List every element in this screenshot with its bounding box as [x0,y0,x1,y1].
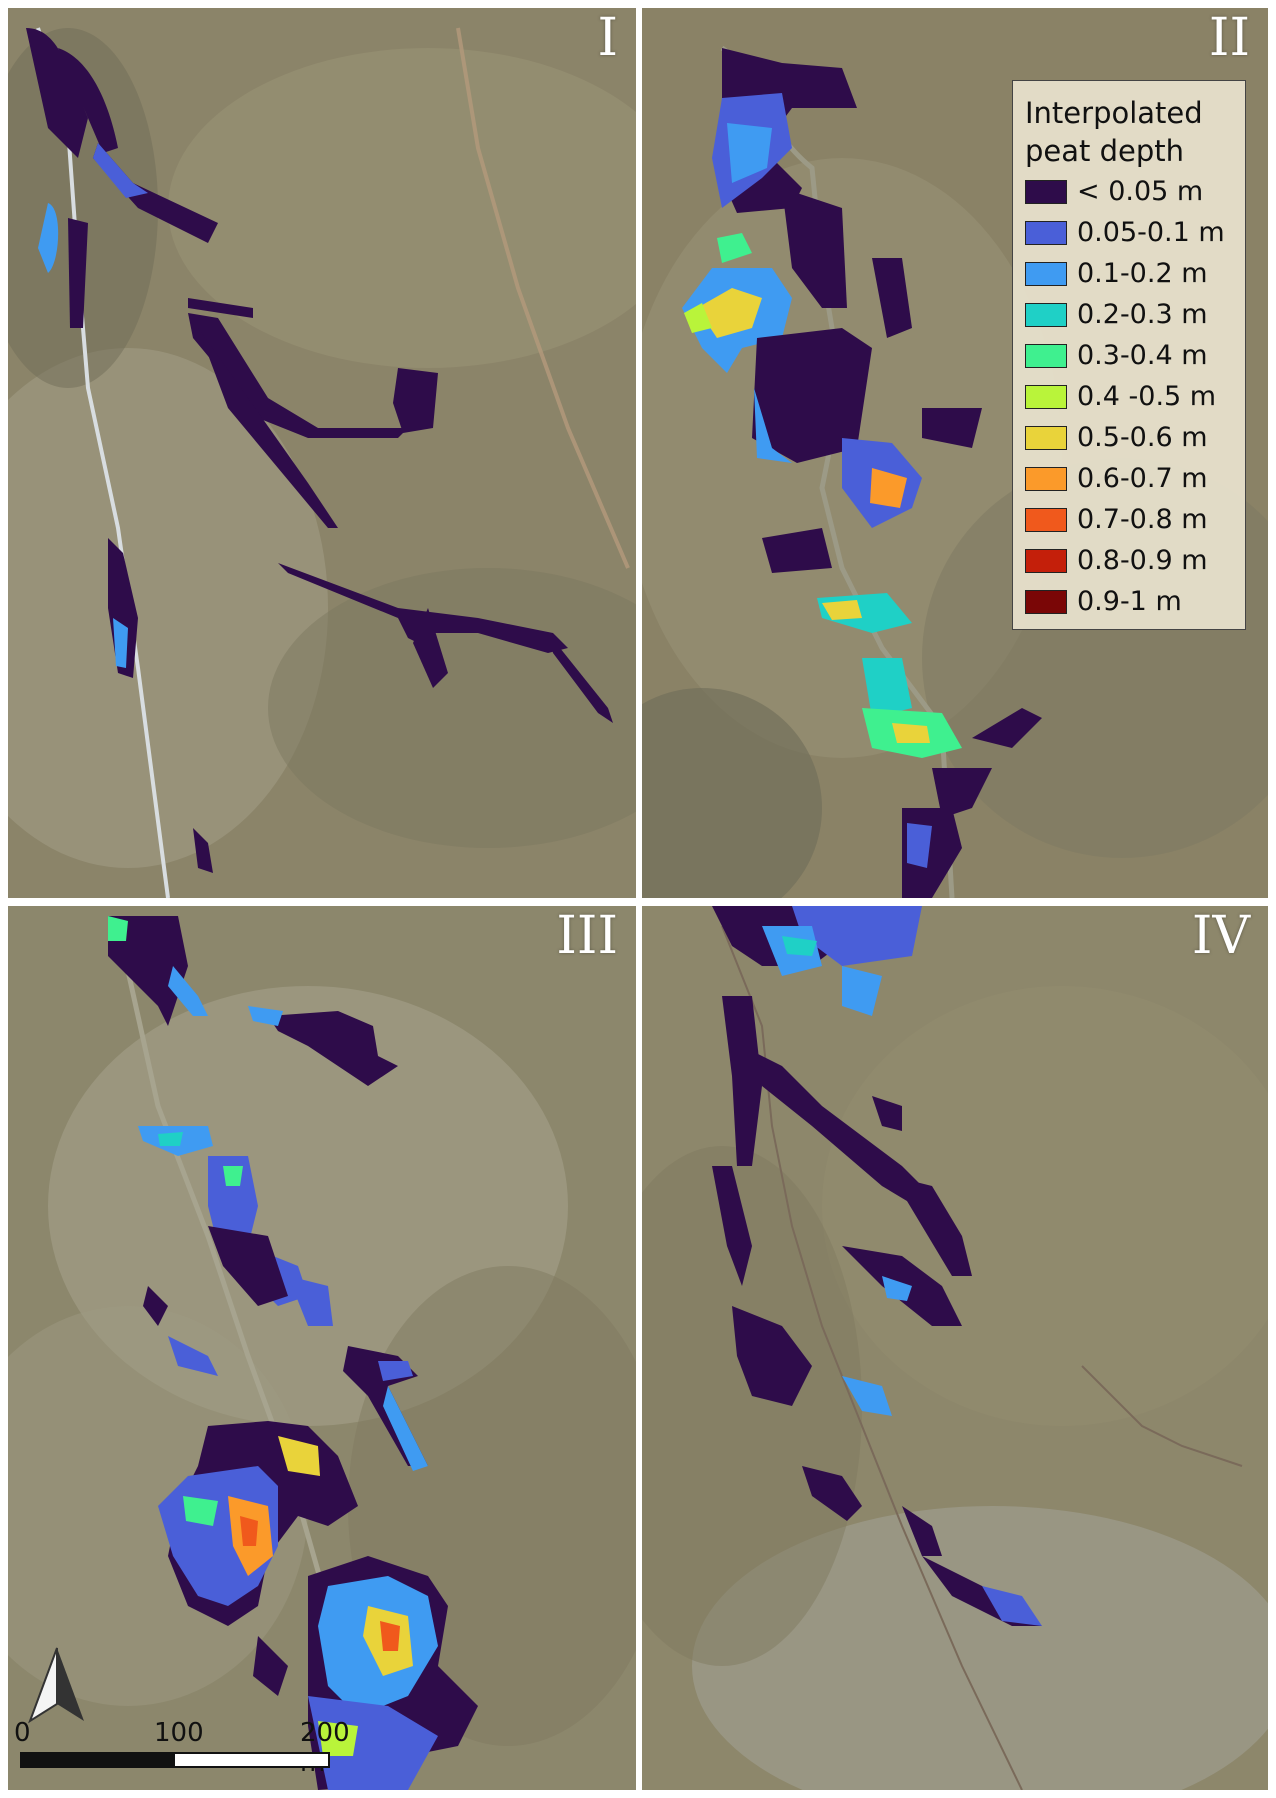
legend-swatch [1025,302,1067,327]
legend-item: 0.9-1 m [1025,581,1233,622]
scale-bar-black-segment [22,1754,175,1766]
panel-II-graphics [642,8,1268,898]
legend-swatch [1025,261,1067,286]
legend-label: 0.8-0.9 m [1077,545,1208,576]
legend-title-line2: peat depth [1025,134,1185,168]
legend-swatch [1025,220,1067,245]
legend-swatch [1025,548,1067,573]
legend-label: < 0.05 m [1077,176,1204,207]
legend-label: 0.2-0.3 m [1077,299,1208,330]
panel-label-IV: IV [1191,906,1250,966]
panel-label-III: III [556,906,618,966]
legend-swatch [1025,343,1067,368]
scale-bar [20,1752,330,1768]
legend-item: 0.6-0.7 m [1025,458,1233,499]
legend-swatch [1025,507,1067,532]
panel-I-graphics [8,8,636,898]
panel-III-graphics [8,906,636,1790]
map-panel-II: II Interpolated peat depth < 0.05 m 0.05-… [642,8,1268,898]
panel-label-I: I [597,8,618,68]
legend-item: 0.2-0.3 m [1025,294,1233,335]
panel-IV-graphics [642,906,1268,1790]
legend-label: 0.5-0.6 m [1077,422,1208,453]
scale-tick-0: 0 [14,1718,31,1748]
legend-label: 0.7-0.8 m [1077,504,1208,535]
legend-item: 0.3-0.4 m [1025,335,1233,376]
legend-item: 0.1-0.2 m [1025,253,1233,294]
legend-item: 0.7-0.8 m [1025,499,1233,540]
scale-tick-200: 200 m [300,1718,350,1778]
legend-swatch [1025,384,1067,409]
legend-rows: < 0.05 m 0.05-0.1 m 0.1-0.2 m 0.2-0.3 m 0.3-… [1025,171,1233,622]
legend-label: 0.3-0.4 m [1077,340,1208,371]
legend-label: 0.9-1 m [1077,586,1182,617]
legend-swatch [1025,179,1067,204]
map-panel-I: I [8,8,636,898]
map-panel-III: III 0 100 200 m [8,906,636,1790]
legend-swatch [1025,466,1067,491]
scale-bar-labels: 0 100 200 m [8,1718,368,1778]
legend-item: 0.8-0.9 m [1025,540,1233,581]
legend-item: 0.05-0.1 m [1025,212,1233,253]
legend-label: 0.4 -0.5 m [1077,381,1217,412]
panel-label-II: II [1208,8,1250,68]
legend-item: 0.4 -0.5 m [1025,376,1233,417]
legend-swatch [1025,589,1067,614]
scale-tick-100: 100 [154,1718,204,1748]
legend-item: 0.5-0.6 m [1025,417,1233,458]
north-arrow-icon [28,1647,84,1724]
legend-item: < 0.05 m [1025,171,1233,212]
legend: Interpolated peat depth < 0.05 m 0.05-0.1… [1012,80,1246,630]
map-panel-IV: IV [642,906,1268,1790]
legend-label: 0.05-0.1 m [1077,217,1225,248]
legend-label: 0.6-0.7 m [1077,463,1208,494]
legend-label: 0.1-0.2 m [1077,258,1208,289]
legend-swatch [1025,425,1067,450]
legend-title-line1: Interpolated [1025,96,1203,130]
